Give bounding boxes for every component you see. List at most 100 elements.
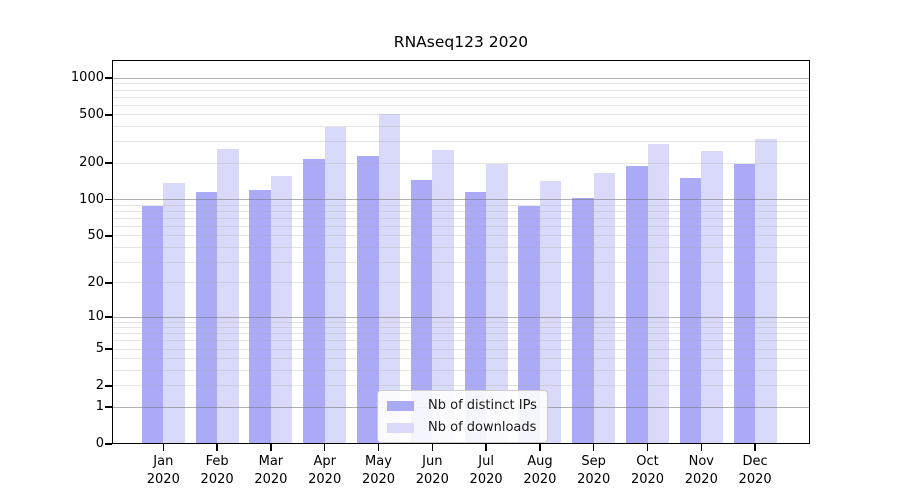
- y-axis-tick-label-1000: 1000: [70, 70, 104, 86]
- x-axis-tick-label-jan: Jan 2020: [131, 453, 195, 488]
- bar-nb-of-distinct-ips-apr: [303, 158, 325, 444]
- x-axis-tick-label-may: May 2020: [347, 453, 411, 488]
- y-axis-tick-label-10: 10: [87, 309, 104, 325]
- gridline-major-100: [112, 199, 810, 201]
- bar-nb-of-downloads-apr: [324, 126, 347, 444]
- y-axis-tick-100: [105, 198, 112, 201]
- bar-nb-of-distinct-ips-jul: [464, 191, 487, 444]
- bar-nb-of-distinct-ips-sep: [572, 197, 594, 444]
- y-axis-tick-20: [105, 282, 112, 284]
- x-tick-year: 2020: [361, 471, 396, 487]
- x-axis-tick-jan: [162, 444, 165, 451]
- bar-nb-of-downloads-feb: [217, 148, 239, 444]
- y-axis-tick-label-1: 1: [95, 399, 104, 415]
- x-axis-tick-jun: [431, 444, 434, 451]
- bar-nb-of-downloads-mar: [270, 175, 293, 444]
- bar-nb-of-distinct-ips-jan: [141, 206, 164, 444]
- x-tick-month: Sep: [581, 454, 606, 469]
- x-axis-tick-label-apr: Apr 2020: [293, 453, 357, 488]
- x-tick-year: 2020: [308, 471, 342, 487]
- x-axis-tick-dec: [754, 444, 756, 451]
- y-axis-tick-0: [105, 443, 112, 445]
- x-axis-tick-jul: [485, 444, 487, 451]
- x-axis-tick-feb: [216, 444, 218, 451]
- legend-swatch-downloads: [387, 422, 414, 433]
- bar-nb-of-downloads-oct: [647, 143, 669, 444]
- gridline-minor-800: [112, 89, 810, 91]
- bar-nb-of-downloads-nov: [701, 150, 723, 444]
- x-tick-month: Nov: [688, 454, 714, 469]
- y-axis-tick-500: [105, 114, 112, 116]
- legend-label-distinct-ips: Nb of distinct IPs: [428, 398, 537, 413]
- x-axis-tick-nov: [700, 444, 703, 451]
- gridline-minor-200: [112, 162, 810, 164]
- x-axis-tick-label-sep: Sep 2020: [562, 453, 626, 488]
- bar-nb-of-downloads-jul: [486, 164, 508, 444]
- gridline-minor-300: [112, 141, 810, 143]
- gridline-minor-70: [112, 217, 810, 219]
- gridline-minor-700: [112, 96, 810, 98]
- x-axis-tick-mar: [270, 444, 272, 451]
- gridline-minor-5: [112, 348, 810, 350]
- x-axis-tick-label-jul: Jul 2020: [454, 453, 518, 488]
- x-tick-month: Jul: [478, 454, 494, 469]
- gridline-minor-3: [112, 370, 810, 372]
- x-axis-tick-label-oct: Oct 2020: [616, 453, 680, 488]
- x-tick-year: 2020: [523, 471, 557, 487]
- x-tick-year: 2020: [415, 471, 449, 487]
- gridline-minor-30: [112, 261, 810, 263]
- x-tick-year: 2020: [200, 471, 234, 487]
- x-tick-year: 2020: [630, 471, 665, 487]
- x-axis-tick-label-dec: Dec 2020: [723, 453, 787, 488]
- y-axis-tick-label-500: 500: [79, 106, 104, 122]
- y-axis-tick-label-100: 100: [79, 191, 104, 207]
- y-axis-tick-1: [105, 406, 112, 409]
- x-tick-month: Apr: [313, 454, 336, 469]
- y-axis-tick-10: [105, 316, 112, 318]
- y-axis-tick-1000: [105, 77, 112, 79]
- bar-nb-of-distinct-ips-jun: [410, 179, 433, 444]
- y-axis-tick-50: [105, 235, 112, 237]
- x-axis-tick-label-jun: Jun 2020: [400, 453, 464, 488]
- legend-swatch-distinct-ips: [387, 400, 414, 411]
- y-axis-tick-label-200: 200: [79, 155, 104, 171]
- gridline-minor-9: [112, 321, 810, 323]
- gridline-minor-900: [112, 83, 810, 85]
- bar-nb-of-downloads-sep: [593, 172, 616, 444]
- bar-nb-of-downloads-jan: [163, 183, 185, 444]
- x-tick-month: Aug: [527, 454, 553, 469]
- x-axis-tick-aug: [539, 444, 541, 451]
- bar-nb-of-distinct-ips-feb: [195, 192, 218, 444]
- bar-nb-of-downloads-dec: [755, 139, 777, 444]
- bar-nb-of-distinct-ips-aug: [518, 205, 540, 444]
- x-tick-year: 2020: [469, 471, 503, 487]
- gridline-major-1000: [112, 77, 810, 79]
- y-axis-tick-label-2: 2: [95, 377, 104, 393]
- bar-nb-of-distinct-ips-dec: [733, 164, 756, 444]
- bar-nb-of-distinct-ips-nov: [679, 177, 702, 444]
- legend-entry-downloads: Nb of downloads: [387, 420, 537, 435]
- x-axis-tick-label-nov: Nov 2020: [669, 453, 733, 488]
- legend: Nb of distinct IPs Nb of downloads: [377, 390, 548, 443]
- x-axis-tick-may: [377, 444, 380, 451]
- y-axis-tick-2: [105, 385, 112, 387]
- chart-title: RNAseq123 2020: [393, 33, 529, 51]
- x-axis-tick-oct: [646, 444, 649, 451]
- x-tick-month: May: [365, 454, 392, 469]
- x-axis-tick-label-mar: Mar 2020: [239, 453, 303, 488]
- x-tick-year: 2020: [577, 471, 611, 487]
- bar-nb-of-distinct-ips-may: [357, 155, 379, 444]
- y-axis-tick-label-20: 20: [87, 274, 104, 290]
- y-axis-tick-label-5: 5: [95, 341, 104, 357]
- gridline-minor-4: [112, 358, 810, 360]
- gridline-minor-7: [112, 333, 810, 335]
- x-axis-tick-label-aug: Aug 2020: [508, 453, 572, 488]
- x-tick-year: 2020: [254, 471, 288, 487]
- bar-nb-of-downloads-aug: [539, 181, 562, 444]
- gridline-minor-40: [112, 246, 810, 248]
- x-tick-year: 2020: [738, 471, 772, 487]
- x-axis-tick-label-feb: Feb 2020: [185, 453, 249, 488]
- plot-area: Nb of distinct IPs Nb of downloads: [112, 60, 810, 444]
- y-axis-tick-label-0: 0: [95, 436, 104, 451]
